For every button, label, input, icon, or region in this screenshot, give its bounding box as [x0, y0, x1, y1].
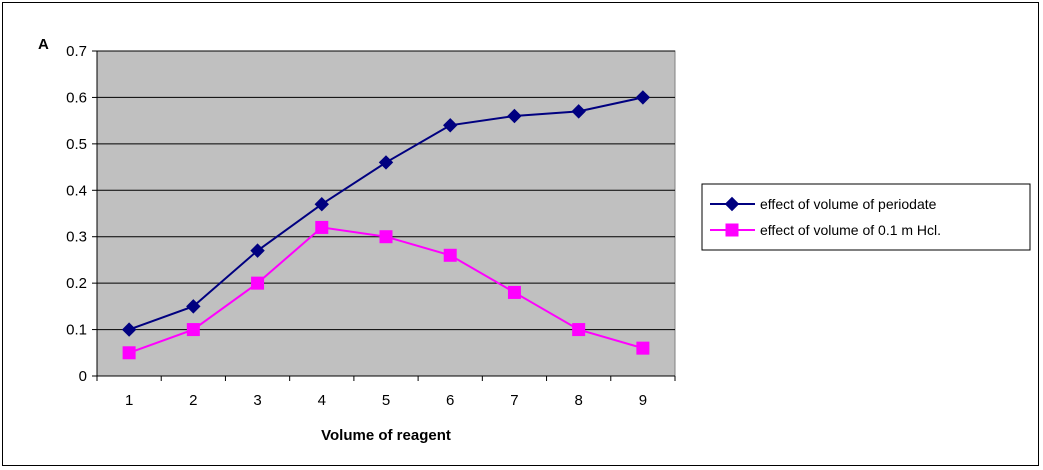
legend-marker-shape [724, 196, 740, 212]
y-axis-ticks: 0 0.1 0.2 0.3 0.4 0.5 0.6 0.7 [66, 43, 97, 385]
x-tick-label: 9 [639, 392, 647, 409]
y-tick-label: 0.2 [66, 275, 87, 292]
x-tick-label: 7 [510, 392, 518, 409]
data-point-hcl [572, 323, 586, 337]
x-tick-label: 5 [382, 392, 390, 409]
data-point-periodate [571, 104, 586, 119]
series-hcl [122, 220, 650, 360]
data-point-hcl [186, 323, 200, 337]
y-tick-label: 0.4 [66, 182, 87, 199]
x-tick-label: 4 [318, 392, 326, 409]
legend-marker-hcl [725, 223, 739, 237]
data-point-periodate [186, 299, 201, 314]
data-point-hcl [251, 276, 265, 290]
x-axis-ticks: 1 2 3 4 5 6 7 8 9 [96, 376, 676, 409]
data-point-periodate [250, 243, 265, 258]
data-point-hcl [122, 346, 136, 360]
legend-marker-periodate [724, 196, 740, 212]
data-point-hcl [507, 285, 521, 299]
y-tick-label: 0.7 [66, 43, 87, 60]
x-tick-label: 6 [446, 392, 454, 409]
y-tick-label: 0 [79, 368, 87, 385]
legend-label-hcl: effect of volume of 0.1 m Hcl. [760, 222, 941, 238]
data-point-hcl [379, 230, 393, 244]
series-periodate [121, 90, 651, 337]
axes [96, 51, 675, 377]
data-point-hcl [315, 220, 329, 234]
data-point-periodate [507, 108, 522, 124]
data-point-hcl [443, 248, 457, 262]
data-point-periodate [635, 90, 651, 105]
data-point-hcl [636, 341, 650, 355]
plot-area [96, 50, 676, 377]
data-point-periodate [314, 197, 329, 212]
data-point-periodate [378, 155, 394, 170]
y-tick-label: 0.1 [66, 322, 87, 339]
x-tick-label: 1 [125, 392, 133, 409]
legend-box [701, 183, 1031, 251]
y-tick-label: 0.5 [66, 136, 87, 153]
x-axis-label: Volume of reagent [321, 427, 451, 444]
y-axis-label: A [38, 36, 49, 53]
x-tick-label: 3 [253, 392, 261, 409]
y-tick-label: 0.6 [66, 89, 87, 106]
data-point-periodate [121, 322, 137, 337]
legend-label-periodate: effect of volume of periodate [760, 196, 937, 212]
series-group [121, 90, 651, 360]
x-tick-label: 2 [189, 392, 197, 409]
data-point-periodate [443, 118, 458, 133]
y-tick-label: 0.3 [66, 229, 87, 246]
legend: effect of volume of periodate effect of … [701, 183, 1031, 251]
legend-marker-shape [725, 223, 739, 237]
x-tick-label: 8 [574, 392, 582, 409]
